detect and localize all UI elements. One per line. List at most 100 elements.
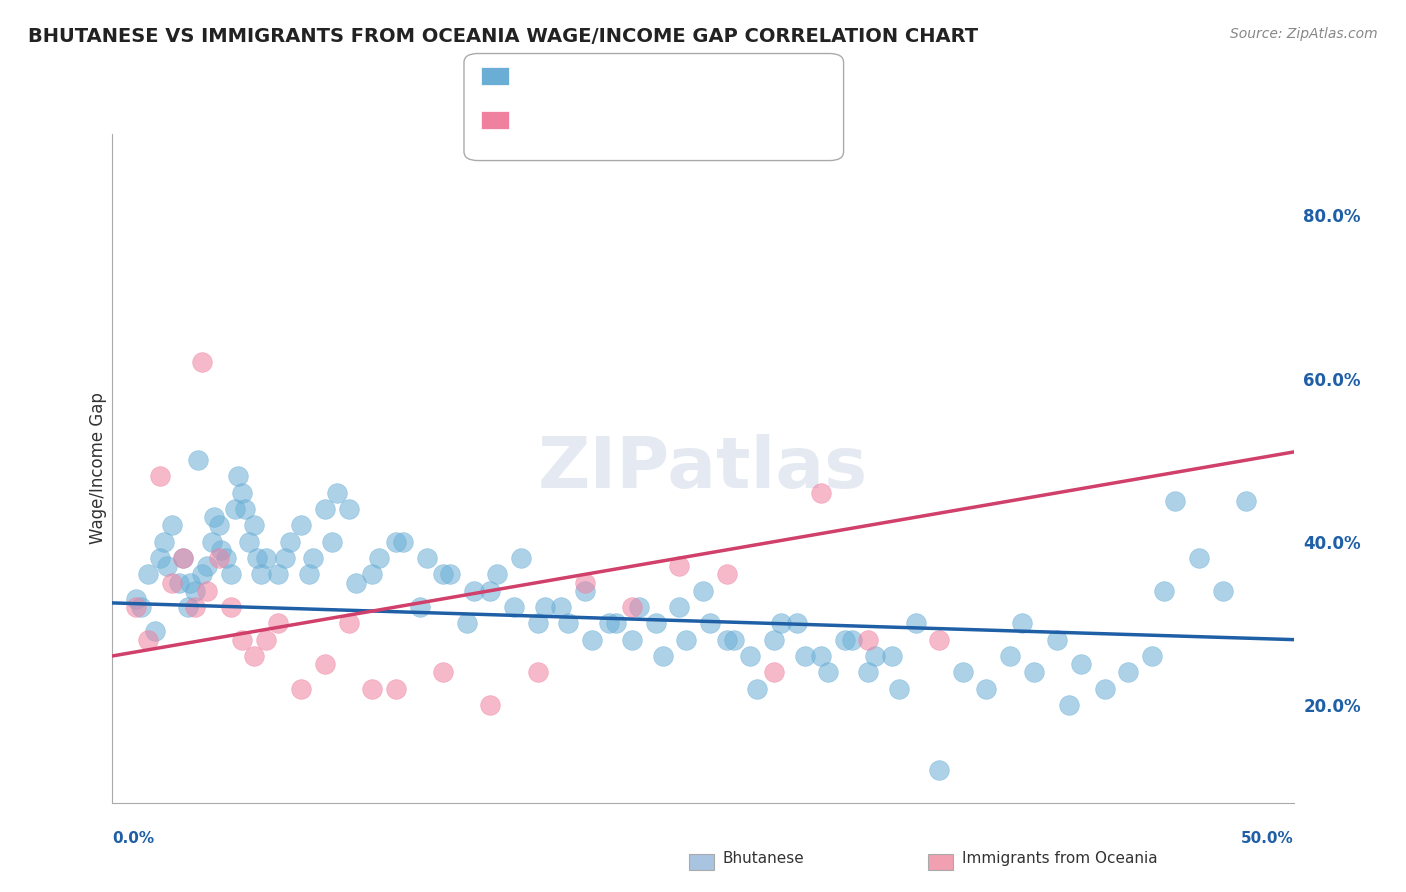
Point [337, 616, 360, 631]
Point [762, 665, 785, 680]
Point [557, 616, 579, 631]
Point [998, 648, 1021, 663]
Text: BHUTANESE VS IMMIGRANTS FROM OCEANIA WAGE/INCOME GAP CORRELATION CHART: BHUTANESE VS IMMIGRANTS FROM OCEANIA WAG… [28, 27, 979, 45]
Point [644, 616, 666, 631]
Point [209, 542, 232, 557]
Point [208, 551, 231, 566]
Point [326, 485, 349, 500]
Point [215, 551, 238, 566]
Point [156, 559, 179, 574]
Point [668, 599, 690, 614]
Point [810, 648, 832, 663]
Point [675, 632, 697, 647]
Point [716, 567, 738, 582]
Point [716, 632, 738, 647]
Point [479, 583, 502, 598]
Point [231, 485, 253, 500]
Point [503, 599, 526, 614]
Point [439, 567, 461, 582]
Text: Immigrants from Oceania: Immigrants from Oceania [962, 851, 1157, 865]
Point [314, 657, 336, 672]
Point [740, 648, 762, 663]
Point [385, 534, 408, 549]
Point [834, 632, 856, 647]
Text: 0.376: 0.376 [555, 120, 607, 138]
Text: R =: R = [492, 76, 529, 94]
Point [385, 681, 408, 696]
Point [167, 575, 190, 590]
Point [723, 632, 745, 647]
Point [1094, 681, 1116, 696]
Point [254, 551, 277, 566]
Point [408, 599, 430, 614]
Point [651, 648, 673, 663]
Text: 30: 30 [682, 120, 704, 138]
Point [202, 510, 225, 524]
Point [1057, 698, 1080, 712]
Point [368, 551, 391, 566]
Point [692, 583, 714, 598]
Point [865, 648, 887, 663]
Text: Bhutanese: Bhutanese [723, 851, 804, 865]
Point [574, 575, 596, 590]
Text: Source: ZipAtlas.com: Source: ZipAtlas.com [1230, 27, 1378, 41]
Point [1116, 665, 1139, 680]
Point [208, 518, 231, 533]
Point [479, 698, 502, 712]
Text: 106: 106 [682, 76, 717, 94]
Point [149, 469, 172, 483]
Point [976, 681, 998, 696]
Point [226, 469, 249, 483]
Point [510, 551, 533, 566]
Point [526, 665, 548, 680]
Point [415, 551, 437, 566]
Text: N =: N = [626, 120, 662, 138]
Point [1212, 583, 1234, 598]
Y-axis label: Wage/Income Gap: Wage/Income Gap [89, 392, 107, 544]
Text: ZIPatlas: ZIPatlas [538, 434, 868, 503]
Point [810, 485, 832, 500]
Point [250, 567, 273, 582]
Point [278, 534, 301, 549]
Point [160, 575, 183, 590]
Point [238, 534, 260, 549]
Text: 50.0%: 50.0% [1240, 831, 1294, 847]
Point [1022, 665, 1045, 680]
Point [456, 616, 478, 631]
Point [574, 583, 596, 598]
Point [1188, 551, 1211, 566]
Point [432, 567, 454, 582]
Point [125, 599, 148, 614]
Point [533, 599, 555, 614]
Point [290, 518, 312, 533]
Point [699, 616, 721, 631]
Point [136, 632, 159, 647]
Point [125, 591, 148, 606]
Point [628, 599, 651, 614]
Point [172, 551, 194, 566]
Point [243, 518, 266, 533]
Point [904, 616, 927, 631]
Point [1234, 494, 1257, 508]
Point [605, 616, 627, 631]
Point [762, 632, 785, 647]
Point [887, 681, 910, 696]
Point [233, 502, 256, 516]
Point [177, 599, 200, 614]
Point [1046, 632, 1069, 647]
Point [224, 502, 246, 516]
Point [786, 616, 808, 631]
Point [321, 534, 343, 549]
Point [581, 632, 603, 647]
Text: R =: R = [492, 120, 529, 138]
Point [129, 599, 152, 614]
Point [463, 583, 485, 598]
Point [392, 534, 415, 549]
Point [1011, 616, 1033, 631]
Point [621, 599, 644, 614]
Text: N =: N = [626, 76, 662, 94]
Point [858, 632, 880, 647]
Point [598, 616, 620, 631]
Point [361, 681, 384, 696]
Point [219, 567, 242, 582]
